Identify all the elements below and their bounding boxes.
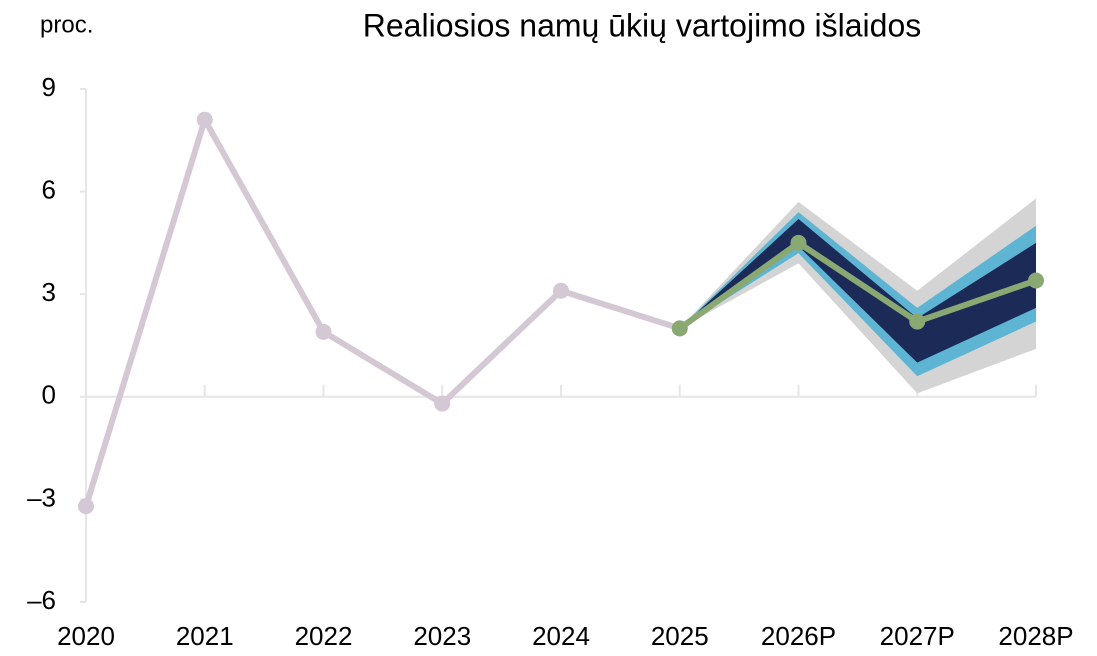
x-tick-label: 2022 <box>295 621 353 651</box>
line <box>83 116 681 508</box>
x-tick-label: 2025 <box>651 621 709 651</box>
x-tick-label: 2020 <box>57 621 115 651</box>
y-tick-label: 3 <box>42 277 56 307</box>
line <box>677 239 1037 331</box>
x-tick-label: 2021 <box>176 621 234 651</box>
point <box>196 111 213 128</box>
point <box>78 498 94 515</box>
y-tick-label: –3 <box>27 482 56 512</box>
x-tick-label: 2027P <box>880 621 955 651</box>
y-tick-label: 9 <box>42 72 56 102</box>
chart-title: Realiosios namų ūkių vartojimo išlaidos <box>363 7 921 43</box>
y-tick-label: –6 <box>27 585 56 615</box>
point <box>671 320 688 337</box>
x-tick-label: 2024 <box>532 621 590 651</box>
x-tick-label: 2023 <box>413 621 471 651</box>
y-tick-label: 0 <box>42 380 56 410</box>
fan-band <box>679 218 1036 363</box>
x-tick-label: 2026P <box>761 621 836 651</box>
y-axis-label: proc. <box>40 11 93 38</box>
x-tick-label: 2028P <box>998 621 1073 651</box>
point <box>315 323 332 340</box>
point <box>790 234 807 251</box>
y-tick-label: 6 <box>42 174 56 204</box>
point <box>434 395 451 412</box>
point <box>1028 272 1044 289</box>
point <box>909 313 926 330</box>
point <box>553 282 569 299</box>
